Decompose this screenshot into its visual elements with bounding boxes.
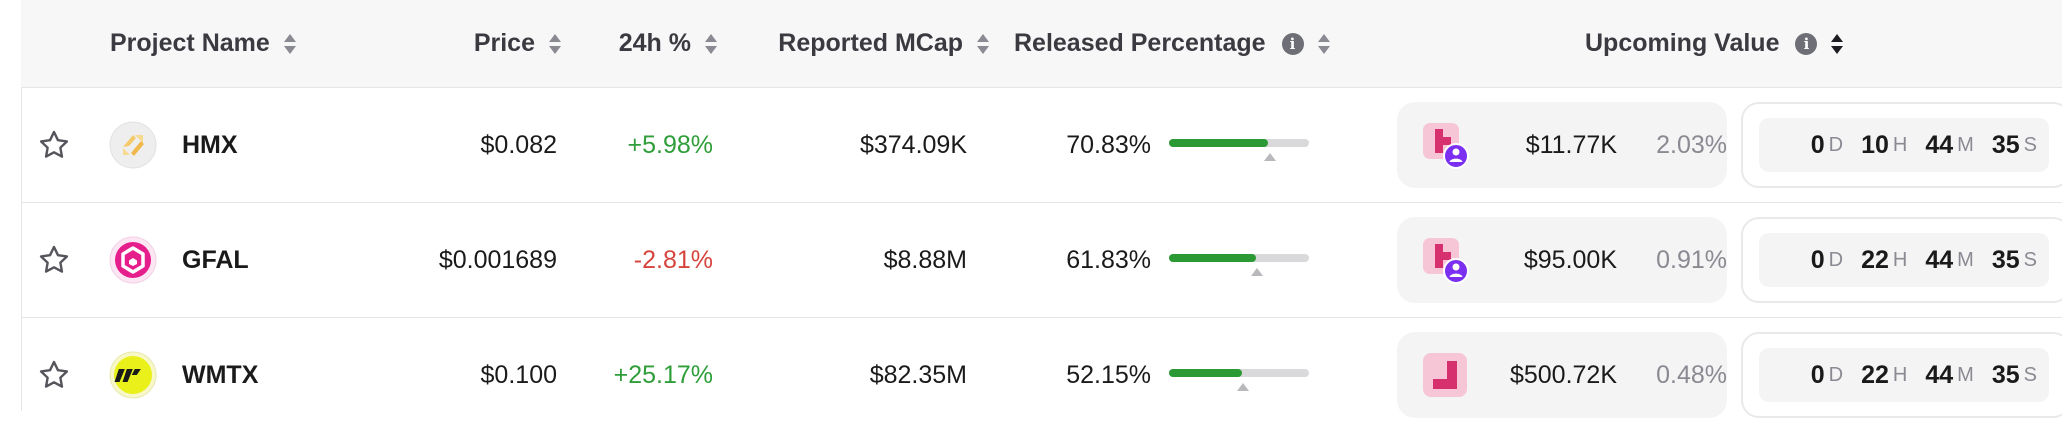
table-row[interactable]: HMX $0.082 +5.98% $374.09K 70.83% $11.77…	[21, 88, 2062, 203]
col-price-label: Price	[473, 29, 535, 57]
countdown-seconds-unit: S	[2023, 248, 2037, 271]
upcoming-unlock-card[interactable]: $500.72K 0.48%	[1397, 332, 1727, 418]
info-icon[interactable]: i	[1795, 32, 1818, 55]
table-row[interactable]: GFAL $0.001689 -2.81% $8.88M 61.83% $95.…	[21, 203, 2062, 318]
unlock-icon	[1423, 353, 1467, 397]
col-reported-mcap[interactable]: Reported MCap	[721, 0, 989, 87]
star-icon[interactable]	[37, 358, 71, 392]
col-released-percentage[interactable]: Released Percentage i	[1014, 0, 1330, 87]
countdown-minutes: 44	[1925, 130, 1954, 159]
upcoming-release-marker	[1251, 268, 1264, 276]
released-progress-fill	[1169, 369, 1242, 377]
countdown-seconds: 35	[1991, 360, 2020, 389]
gfal-logo-icon	[109, 236, 157, 284]
countdown-minutes-unit: M	[1957, 248, 1974, 271]
sort-icon[interactable]	[549, 32, 561, 56]
col-project-name[interactable]: Project Name	[110, 0, 296, 87]
change-24h-value: +25.17%	[613, 360, 713, 389]
hmx-logo-icon	[109, 121, 157, 169]
sort-icon[interactable]	[977, 32, 989, 56]
project-name[interactable]: WMTX	[182, 360, 259, 389]
table-row[interactable]: WMTX $0.100 +25.17% $82.35M 52.15% $500.…	[21, 318, 2062, 432]
sort-icon[interactable]	[1317, 32, 1330, 56]
countdown-seconds: 35	[1991, 130, 2020, 159]
wmtx-logo-icon	[109, 351, 157, 399]
upcoming-unlock-card[interactable]: $11.77K 2.03%	[1397, 102, 1727, 188]
upcoming-value: $95.00K	[1523, 245, 1617, 274]
mcap-value: $374.09K	[859, 130, 967, 159]
col-upcoming-value[interactable]: Upcoming Value i	[1585, 0, 1844, 87]
upcoming-value: $500.72K	[1509, 360, 1617, 389]
change-24h-value: -2.81%	[633, 245, 713, 274]
upcoming-release-marker	[1237, 383, 1250, 391]
col-project-name-label: Project Name	[110, 29, 270, 57]
countdown-seconds-unit: S	[2023, 363, 2037, 386]
table-left-border	[21, 87, 22, 411]
upcoming-unlock-card[interactable]: $95.00K 0.91%	[1397, 217, 1727, 303]
price-value: $0.100	[480, 360, 557, 389]
col-24h-label: 24h %	[618, 29, 691, 57]
sort-active-icon[interactable]	[1831, 32, 1844, 56]
change-24h-value: +5.98%	[627, 130, 714, 159]
upcoming-value: $11.77K	[1525, 130, 1617, 159]
col-price[interactable]: Price	[321, 0, 561, 87]
unlock-with-user-icon	[1423, 238, 1469, 284]
mcap-value: $82.35M	[869, 360, 967, 389]
countdown-minutes-unit: M	[1957, 133, 1974, 156]
countdown-days: 0	[1810, 245, 1825, 274]
upcoming-percentage: 2.03%	[1656, 130, 1727, 159]
released-progress-bar	[1169, 369, 1309, 391]
released-progress-bar	[1169, 254, 1309, 276]
col-released-label: Released Percentage	[1014, 29, 1266, 57]
countdown-hours: 22	[1861, 360, 1889, 389]
upcoming-percentage: 0.48%	[1656, 360, 1727, 389]
col-24h-change[interactable]: 24h %	[561, 0, 717, 87]
released-percentage-value: 52.15%	[1066, 360, 1151, 389]
table-header: Project Name Price 24h % Reported MCap R…	[21, 0, 2062, 88]
countdown-minutes: 44	[1925, 245, 1954, 274]
upcoming-release-marker	[1263, 153, 1276, 161]
mcap-value: $8.88M	[883, 245, 967, 274]
countdown-hours: 10	[1861, 130, 1889, 159]
project-name[interactable]: GFAL	[182, 245, 249, 274]
col-upcoming-label: Upcoming Value	[1585, 29, 1780, 57]
countdown-days-unit: D	[1828, 133, 1844, 156]
countdown-hours-unit: H	[1892, 363, 1908, 386]
info-icon[interactable]: i	[1281, 32, 1304, 55]
countdown-days: 0	[1810, 130, 1825, 159]
countdown-seconds-unit: S	[2023, 133, 2037, 156]
price-value: $0.082	[480, 130, 557, 159]
star-icon[interactable]	[37, 128, 71, 162]
project-name[interactable]: HMX	[182, 130, 238, 159]
released-percentage-value: 61.83%	[1066, 245, 1151, 274]
countdown-days-unit: D	[1828, 363, 1844, 386]
released-progress-fill	[1169, 254, 1256, 262]
upcoming-percentage: 0.91%	[1656, 245, 1727, 274]
countdown-seconds: 35	[1991, 245, 2020, 274]
col-mcap-label: Reported MCap	[778, 29, 963, 57]
countdown-minutes-unit: M	[1957, 363, 1974, 386]
sort-icon[interactable]	[705, 32, 717, 56]
unlock-with-user-icon	[1423, 123, 1469, 169]
star-icon[interactable]	[37, 243, 71, 277]
countdown-days-unit: D	[1828, 248, 1844, 271]
released-percentage-value: 70.83%	[1066, 130, 1151, 159]
countdown-days: 0	[1810, 360, 1825, 389]
token-unlock-table: Project Name Price 24h % Reported MCap R…	[21, 0, 2062, 418]
countdown-hours: 22	[1861, 245, 1889, 274]
price-value: $0.001689	[438, 245, 557, 274]
released-progress-fill	[1169, 139, 1269, 147]
sort-icon[interactable]	[283, 32, 296, 56]
released-progress-bar	[1169, 139, 1309, 161]
countdown-hours-unit: H	[1892, 248, 1908, 271]
countdown-minutes: 44	[1925, 360, 1954, 389]
countdown-hours-unit: H	[1892, 133, 1908, 156]
